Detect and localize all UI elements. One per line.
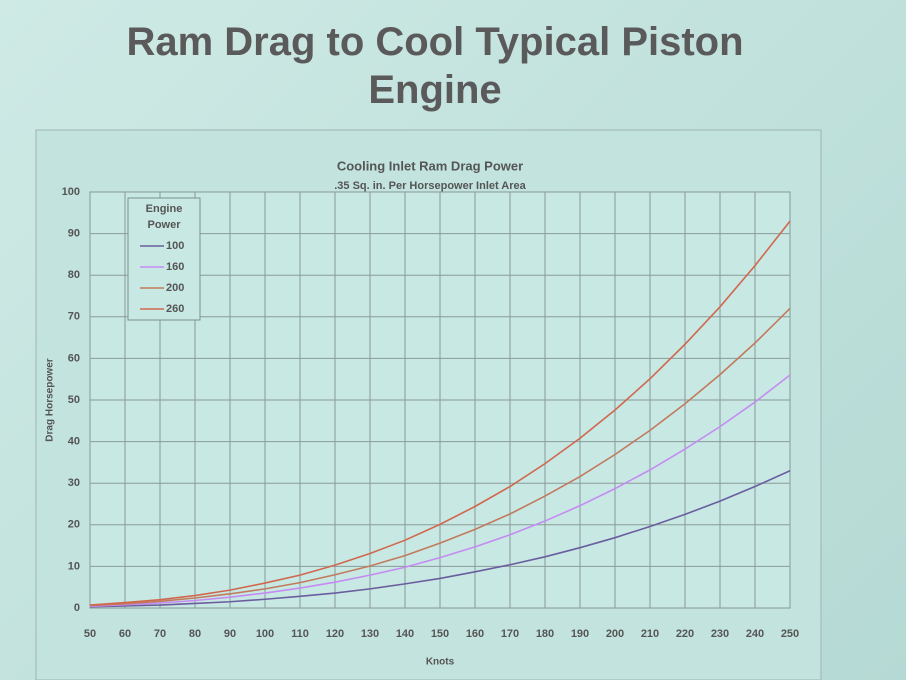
x-tick-label: 130 bbox=[361, 628, 379, 640]
series-line bbox=[89, 307, 791, 607]
legend-label: 160 bbox=[166, 261, 184, 273]
y-tick-label: 20 bbox=[68, 519, 80, 531]
legend-title: Power bbox=[147, 219, 181, 231]
y-tick-label: 70 bbox=[68, 311, 80, 323]
y-tick-label: 10 bbox=[68, 560, 80, 572]
legend-label: 260 bbox=[166, 303, 184, 315]
x-tick-label: 90 bbox=[224, 628, 236, 640]
slide-title: Ram Drag to Cool Typical Piston Engine bbox=[126, 20, 744, 112]
y-tick-label: 80 bbox=[68, 269, 80, 281]
y-tick-label: 90 bbox=[68, 228, 80, 240]
x-tick-label: 70 bbox=[154, 628, 166, 640]
y-tick-label: 0 bbox=[74, 602, 80, 614]
chart-title: Cooling Inlet Ram Drag Power bbox=[337, 158, 523, 173]
legend-title: Engine bbox=[146, 203, 183, 215]
y-axis-label: Drag Horsepower bbox=[45, 358, 56, 441]
legend-label: 100 bbox=[166, 240, 184, 252]
x-tick-label: 230 bbox=[711, 628, 729, 640]
x-tick-label: 190 bbox=[571, 628, 589, 640]
x-tick-label: 80 bbox=[189, 628, 201, 640]
x-tick-label: 50 bbox=[84, 628, 96, 640]
series-line bbox=[89, 469, 791, 608]
x-tick-label: 160 bbox=[466, 628, 484, 640]
x-tick-label: 60 bbox=[119, 628, 131, 640]
y-tick-label: 100 bbox=[62, 186, 80, 198]
x-tick-label: 180 bbox=[536, 628, 554, 640]
y-tick-label: 50 bbox=[68, 394, 80, 406]
x-tick-label: 120 bbox=[326, 628, 344, 640]
y-tick-label: 60 bbox=[68, 352, 80, 364]
x-tick-label: 170 bbox=[501, 628, 519, 640]
x-tick-label: 150 bbox=[431, 628, 449, 640]
x-tick-label: 200 bbox=[606, 628, 624, 640]
legend-label: 200 bbox=[166, 282, 184, 294]
x-axis-label: Knots bbox=[426, 657, 455, 668]
x-tick-label: 140 bbox=[396, 628, 414, 640]
x-tick-label: 100 bbox=[256, 628, 274, 640]
x-tick-label: 240 bbox=[746, 628, 764, 640]
x-tick-label: 220 bbox=[676, 628, 694, 640]
y-tick-label: 30 bbox=[68, 477, 80, 489]
x-tick-label: 250 bbox=[781, 628, 799, 640]
x-tick-label: 110 bbox=[291, 628, 309, 640]
legend-box bbox=[127, 197, 201, 321]
x-tick-label: 210 bbox=[641, 628, 659, 640]
y-tick-label: 40 bbox=[68, 436, 80, 448]
chart-subtitle: .35 Sq. in. Per Horsepower Inlet Area bbox=[334, 180, 526, 192]
series-line bbox=[89, 374, 791, 608]
series-line bbox=[89, 220, 791, 606]
